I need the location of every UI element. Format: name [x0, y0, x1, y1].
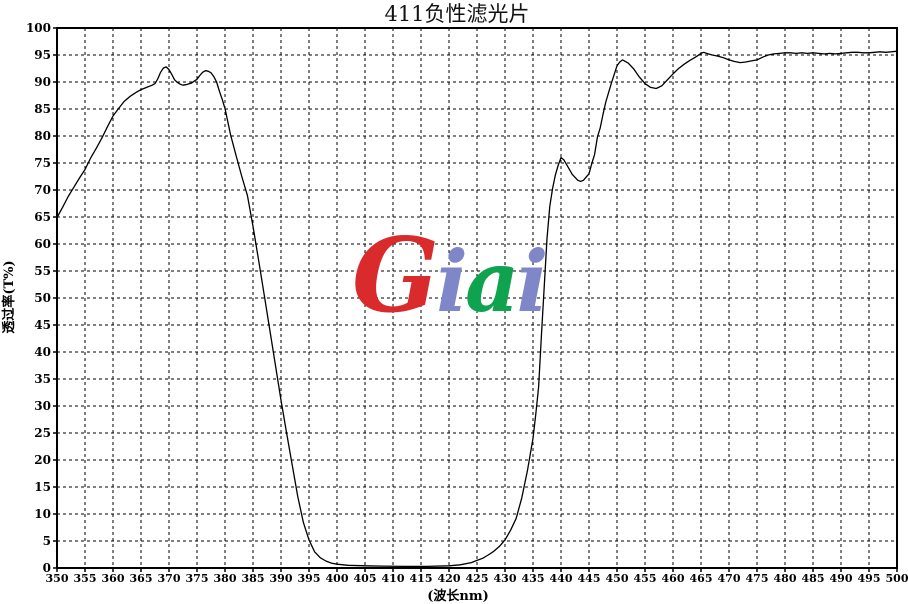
- x-tick-label: 440: [550, 572, 573, 585]
- x-tick-label: 410: [382, 572, 405, 585]
- y-tick-label: 60: [34, 237, 51, 251]
- x-tick-labels: 350 355 360 365 370 375 380 385 390 395 400 405 410 4…: [46, 572, 908, 585]
- y-tick-label: 100: [26, 21, 51, 35]
- x-tick-label: 445: [578, 572, 601, 585]
- x-tick-label: 405: [354, 572, 377, 585]
- x-tick-label: 390: [270, 572, 293, 585]
- y-tick-label: 95: [34, 48, 51, 62]
- x-tick-label: 350: [46, 572, 69, 585]
- y-tick-label: 90: [34, 75, 51, 89]
- x-axis-label: (波长nm): [427, 588, 489, 604]
- y-tick-labels: 0 5 10 15 20 25 30 35 40 45 50 55 60 65 70 75 80 85 90 95 10…: [26, 21, 51, 575]
- x-tick-label: 490: [830, 572, 853, 585]
- x-tick-label: 495: [858, 572, 881, 585]
- y-tick-label: 45: [34, 318, 51, 332]
- x-tick-label: 425: [466, 572, 489, 585]
- y-tick-label: 15: [34, 480, 51, 494]
- y-tick-label: 55: [34, 264, 51, 278]
- x-tick-label: 435: [522, 572, 545, 585]
- x-tick-label: 455: [634, 572, 657, 585]
- x-tick-label: 460: [662, 572, 685, 585]
- x-tick-label: 395: [298, 572, 321, 585]
- y-tick-label: 35: [34, 372, 51, 386]
- y-tick-label: 80: [34, 129, 51, 143]
- x-tick-label: 430: [494, 572, 517, 585]
- x-tick-label: 355: [74, 572, 97, 585]
- x-tick-label: 480: [774, 572, 797, 585]
- x-tick-label: 485: [802, 572, 825, 585]
- y-tick-label: 25: [34, 426, 51, 440]
- x-tick-label: 420: [438, 572, 461, 585]
- y-tick-label: 20: [34, 453, 51, 467]
- y-tick-label: 10: [34, 507, 51, 521]
- y-tick-label: 70: [34, 183, 51, 197]
- y-tick-label: 30: [34, 399, 51, 413]
- chart-title: 411负性滤光片: [384, 2, 529, 26]
- x-tick-label: 400: [326, 572, 349, 585]
- x-tick-label: 470: [718, 572, 741, 585]
- axis-ticks: [53, 27, 898, 572]
- x-tick-label: 500: [886, 572, 908, 585]
- x-tick-label: 370: [158, 572, 181, 585]
- y-tick-label: 50: [34, 291, 51, 305]
- plot-frame: [56, 27, 898, 569]
- x-tick-label: 450: [606, 572, 629, 585]
- y-tick-label: 0: [43, 561, 51, 575]
- y-tick-label: 40: [34, 345, 51, 359]
- x-tick-label: 380: [214, 572, 237, 585]
- y-axis-label: 透过率(T%): [1, 260, 17, 333]
- x-tick-label: 385: [242, 572, 265, 585]
- x-tick-label: 415: [410, 572, 433, 585]
- x-tick-label: 465: [690, 572, 713, 585]
- x-tick-label: 365: [130, 572, 153, 585]
- y-tick-label: 5: [43, 534, 51, 548]
- gridlines: [57, 28, 897, 568]
- y-tick-label: 75: [34, 156, 51, 170]
- x-tick-label: 375: [186, 572, 209, 585]
- y-tick-label: 85: [34, 102, 51, 116]
- x-tick-label: 360: [102, 572, 125, 585]
- x-tick-label: 475: [746, 572, 769, 585]
- y-tick-label: 65: [34, 210, 51, 224]
- transmission-curve: [56, 50, 898, 568]
